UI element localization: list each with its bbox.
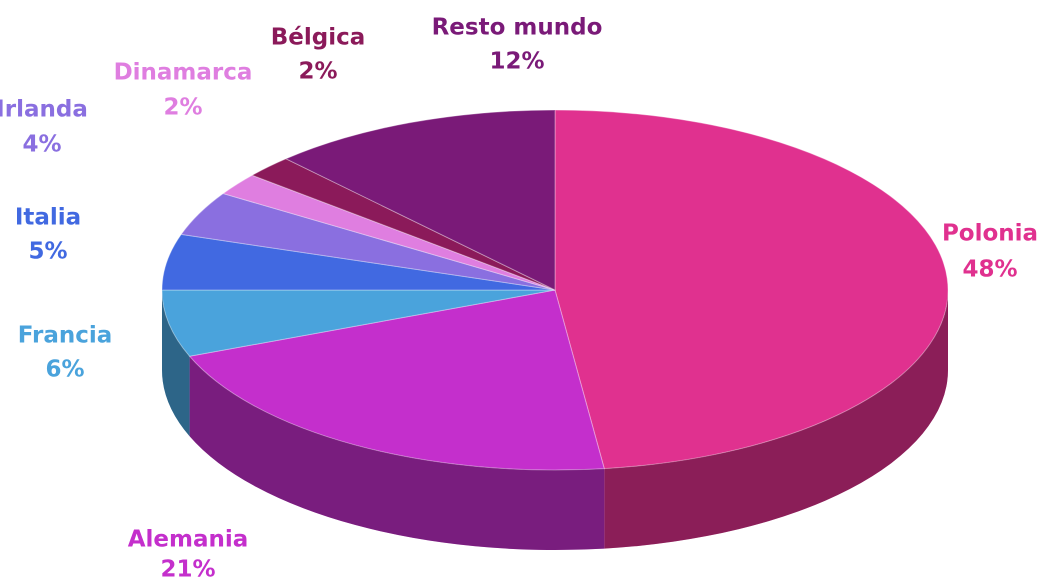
pie-slice <box>180 193 556 291</box>
side-shade <box>604 290 948 549</box>
pie-side <box>189 356 605 550</box>
side-shade <box>189 356 605 550</box>
slice-value: 5% <box>28 239 67 265</box>
pie-slice <box>161 289 556 357</box>
slice-label: Italia <box>15 205 81 231</box>
pie-side <box>604 290 948 549</box>
pie-slice <box>161 233 556 291</box>
slice-label: Bélgica <box>271 25 366 51</box>
slice-value: 12% <box>489 49 544 75</box>
pie-slice <box>251 158 556 291</box>
slice-value: 21% <box>160 557 215 581</box>
side-shade <box>162 290 190 437</box>
slice-label: Francia <box>18 323 113 349</box>
slice-label: Resto mundo <box>432 15 603 41</box>
slice-value: 6% <box>45 357 84 383</box>
slice-label: Dinamarca <box>114 60 253 86</box>
pie-slice <box>188 289 605 471</box>
pie-slice <box>284 109 556 291</box>
slice-value: 2% <box>298 59 337 85</box>
slice-label: Alemania <box>128 527 249 553</box>
pie-slice <box>554 109 949 470</box>
slice-label: Irlanda <box>0 97 88 123</box>
slice-label: Polonia <box>942 221 1038 247</box>
slice-value: 2% <box>163 95 202 121</box>
slice-value: 4% <box>22 132 61 158</box>
slice-value: 48% <box>962 257 1017 283</box>
pie-slice <box>222 174 556 291</box>
pie-side <box>162 290 190 437</box>
